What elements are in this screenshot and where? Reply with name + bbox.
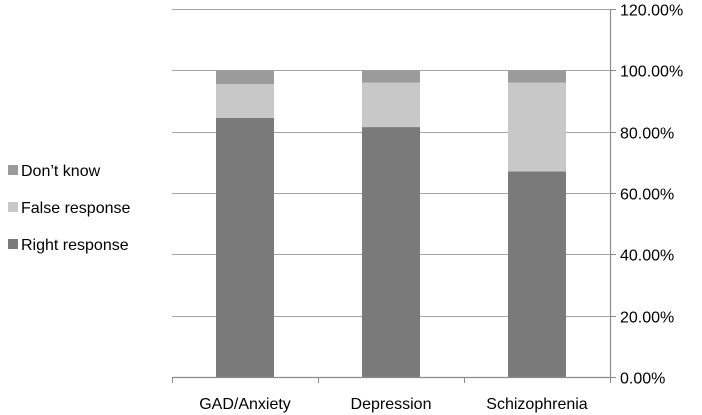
legend: Don’t know False response Right response: [8, 163, 130, 254]
y-axis-ticks: 0.00% 20.00% 40.00% 60.00% 80.00% 100.00% 120.…: [172, 3, 683, 388]
bar-right-response-2: [508, 171, 566, 377]
x-category-label: GAD/Anxiety: [199, 396, 291, 413]
y-tick-label: 80.00%: [620, 126, 674, 143]
bar-false-response-0: [216, 84, 274, 118]
legend-label-1: False response: [21, 200, 130, 217]
legend-label-2: Right response: [21, 237, 129, 254]
bar-don-t-know-2: [508, 70, 566, 83]
x-category-label: Schizophrenia: [486, 396, 588, 413]
legend-label-0: Don’t know: [21, 163, 101, 180]
x-axis-labels: GAD/Anxiety Depression Schizophrenia: [199, 396, 588, 413]
bar-don-t-know-1: [362, 70, 420, 83]
y-tick-label: 60.00%: [620, 187, 674, 204]
legend-swatch-2: [8, 239, 18, 249]
bar-false-response-2: [508, 82, 566, 172]
y-tick-label: 20.00%: [620, 310, 674, 327]
y-tick-label: 40.00%: [620, 248, 674, 265]
bar-right-response-0: [216, 117, 274, 378]
x-category-label: Depression: [351, 396, 432, 413]
bar-don-t-know-0: [216, 70, 274, 85]
bar-false-response-1: [362, 82, 420, 128]
legend-swatch-0: [8, 165, 18, 175]
y-tick-label: 0.00%: [620, 371, 665, 388]
bars: [216, 70, 566, 378]
y-tick-label: 100.00%: [620, 64, 683, 81]
legend-swatch-1: [8, 202, 18, 212]
y-tick-label: 120.00%: [620, 3, 683, 20]
bar-right-response-1: [362, 127, 420, 377]
